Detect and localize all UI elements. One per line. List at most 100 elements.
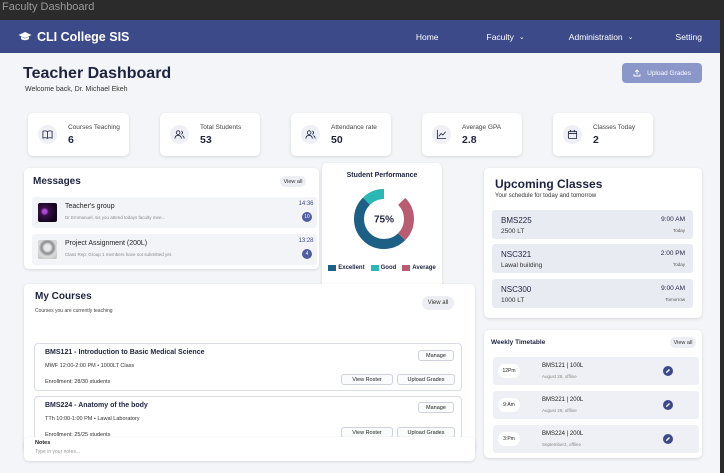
stat-card-students: Total Students 53: [160, 113, 260, 156]
courses-title: My Courses: [35, 291, 92, 302]
nav-faculty[interactable]: Faculty ⌄: [487, 32, 525, 42]
book-icon: [38, 125, 57, 144]
legend-label: Good: [380, 265, 397, 271]
timetable-time: 3:Pm: [498, 432, 520, 446]
nav-setting[interactable]: Setting: [676, 32, 702, 42]
message-preview: Class Rep: Group 1 members have not subm…: [65, 252, 173, 257]
app-viewport: CLI College SIS Home Faculty ⌄ Administra…: [0, 20, 720, 473]
stat-card-classes-today: Classes Today 2: [553, 113, 653, 156]
timetable-course: BMS221 | 200L: [542, 397, 584, 403]
edit-icon[interactable]: [663, 434, 673, 444]
view-roster-button[interactable]: View Roster: [341, 374, 393, 385]
timetable-item[interactable]: 9:Am BMS221 | 200L August 29, offline: [493, 391, 699, 419]
legend-label: Average: [412, 265, 436, 271]
stat-value: 2.8: [462, 133, 477, 146]
class-item[interactable]: NSC321 Lawal building 2:00 PM Today: [492, 244, 693, 273]
timetable-item[interactable]: 12Pm BMS121 | 100L August 28, offline: [493, 357, 699, 385]
manage-button[interactable]: Manage: [418, 402, 454, 413]
timetable-meta: September2, offline: [542, 442, 581, 447]
class-item[interactable]: NSC300 1000 LT 9:00 AM Tomorrow: [492, 279, 693, 308]
message-preview: Dr Emmanuel, sis you attend todays facul…: [65, 215, 166, 220]
stat-value: 2: [593, 133, 599, 146]
users-icon: [170, 125, 189, 144]
message-item[interactable]: Teacher's group Dr Emmanuel, sis you att…: [32, 197, 317, 228]
course-schedule: MWF 12:00-2:00 PM • 1000LT Class: [45, 363, 135, 369]
class-location: 2500 LT: [501, 228, 525, 235]
course-title: BMS121 - Introduction to Basic Medical S…: [45, 349, 205, 356]
legend-label: Excellent: [338, 265, 365, 271]
upload-grades-label: Upload Grades: [647, 69, 691, 77]
graduation-cap-icon: [18, 32, 32, 41]
messages-title: Messages: [33, 176, 81, 187]
performance-title: Student Performance: [346, 172, 418, 179]
stat-value: 53: [200, 133, 212, 146]
class-code: NSC300: [501, 285, 532, 294]
donut-slice-average: [354, 189, 414, 249]
class-time: 2:00 PM: [660, 250, 685, 257]
notes-input[interactable]: [35, 449, 335, 455]
upcoming-classes-panel: Upcoming Classes Your schedule for today…: [484, 168, 702, 318]
calendar-icon: [563, 125, 582, 144]
unread-badge: 10: [302, 212, 312, 222]
nav-administration[interactable]: Administration ⌄: [569, 32, 634, 42]
nav-home[interactable]: Home: [416, 32, 439, 42]
timetable-time: 12Pm: [498, 364, 520, 378]
timetable-meta: August 29, offline: [542, 408, 577, 413]
timetable-course: BMS224 | 200L: [542, 431, 584, 437]
class-time: 9:00 AM: [661, 216, 685, 223]
stat-label: Total Students: [200, 123, 242, 131]
stat-card-gpa: Average GPA 2.8: [422, 113, 522, 156]
stat-label: Courses Teaching: [68, 123, 120, 131]
edit-icon[interactable]: [663, 366, 673, 376]
group-avatar: [38, 240, 57, 259]
course-schedule: TTh 10:00-1:00 PM • Lawal Laboratory: [45, 416, 140, 422]
timetable-title: Weekly Timetable: [491, 339, 546, 346]
course-enrollment: Enrollment: 28/30 students: [45, 379, 111, 385]
donut-center-label: 75%: [374, 215, 394, 226]
timetable-item[interactable]: 3:Pm BMS224 | 200L September2, offline: [493, 425, 699, 453]
chevron-down-icon: ⌄: [627, 33, 634, 41]
messages-view-all-button[interactable]: View all: [280, 176, 306, 187]
brand[interactable]: CLI College SIS: [18, 30, 129, 44]
performance-legend: Excellent Good Average: [322, 265, 442, 271]
group-avatar: [38, 203, 57, 222]
manage-button[interactable]: Manage: [418, 350, 454, 361]
message-item[interactable]: Project Assignment (200L) Class Rep: Gro…: [32, 234, 317, 265]
class-location: Lawal building: [501, 262, 543, 269]
class-item[interactable]: BMS225 2500 LT 9:00 AM Today: [492, 210, 693, 239]
my-courses-panel: My Courses Courses you are currently tea…: [24, 284, 475, 452]
class-code: BMS225: [501, 216, 532, 225]
stat-card-attendance: Attendance rate 50: [291, 113, 391, 156]
legend-item-excellent: Excellent: [328, 265, 365, 271]
unread-badge: 4: [302, 249, 312, 259]
class-day: Today: [672, 262, 685, 267]
upload-grades-button[interactable]: Upload Grades: [622, 63, 702, 83]
message-sender: Project Assignment (200L): [65, 240, 148, 247]
stat-card-courses: Courses Teaching 6: [28, 113, 129, 156]
legend-item-good: Good: [370, 265, 397, 271]
courses-view-all-button[interactable]: View all: [422, 296, 454, 310]
legend-swatch: [402, 265, 411, 271]
edit-icon[interactable]: [663, 400, 673, 410]
timetable-time: 9:Am: [498, 398, 520, 412]
stat-label: Average GPA: [462, 123, 502, 131]
stat-label: Attendance rate: [331, 123, 377, 131]
course-enrollment: Enrollment: 25/25 students: [45, 432, 111, 438]
chevron-down-icon: ⌄: [518, 33, 525, 41]
class-code: NSC321: [501, 250, 532, 259]
nav-home-label: Home: [415, 31, 439, 42]
stat-value: 6: [68, 133, 74, 146]
timetable-course: BMS121 | 100L: [542, 363, 584, 369]
nav-setting-label: Setting: [675, 31, 702, 42]
top-navbar: CLI College SIS Home Faculty ⌄ Administra…: [0, 20, 720, 53]
weekly-timetable-panel: Weekly Timetable View all 12Pm BMS121 | …: [484, 330, 702, 458]
message-time: 14:36: [298, 201, 314, 207]
nav-links: Home Faculty ⌄ Administration ⌄ Setting: [416, 32, 702, 42]
nav-administration-label: Administration: [568, 31, 623, 42]
legend-swatch: [370, 265, 379, 271]
nav-faculty-label: Faculty: [486, 31, 514, 42]
timetable-view-all-button[interactable]: View all: [670, 337, 696, 348]
student-performance-panel: Student Performance 75% Excellent Good A…: [322, 163, 442, 293]
upcoming-subtitle: Your schedule for today and tomorrow: [495, 193, 597, 199]
upload-grades-button[interactable]: Upload Grades: [397, 374, 455, 385]
